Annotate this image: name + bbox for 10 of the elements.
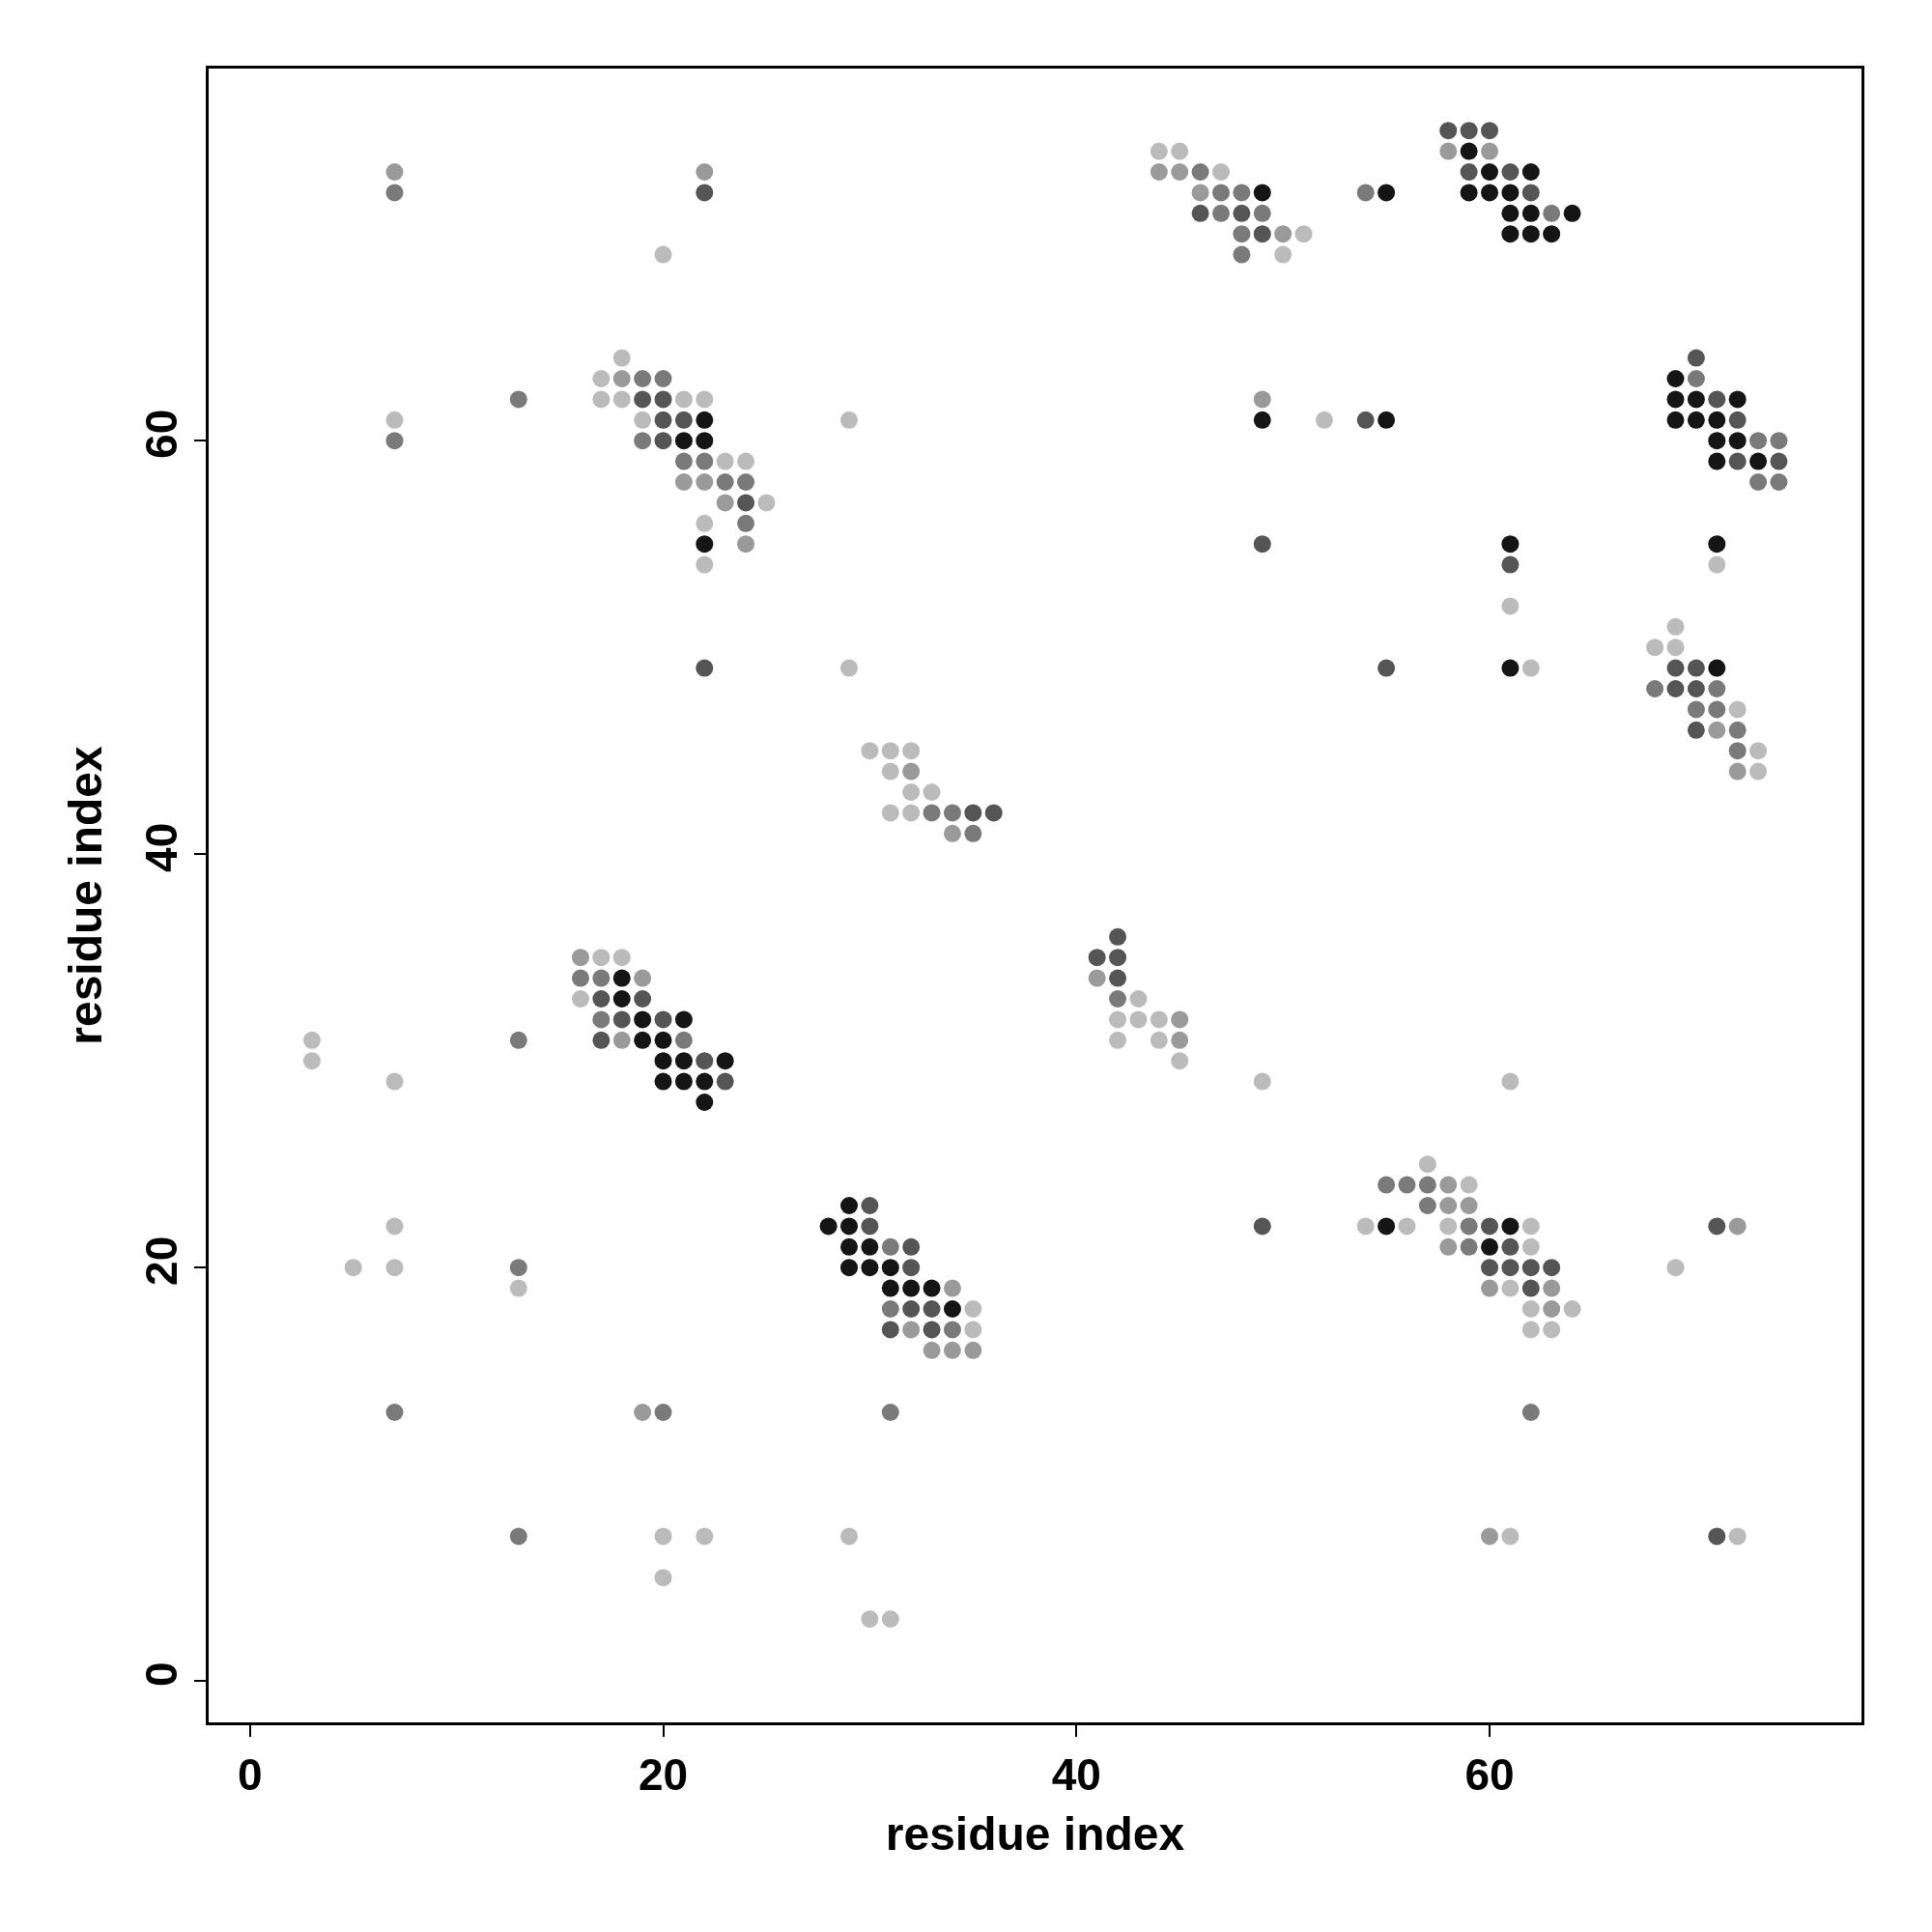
- x-tick-label: 0: [237, 1749, 263, 1801]
- y-tick-label: 20: [135, 1236, 186, 1286]
- y-tick-label: 60: [135, 409, 186, 459]
- y-axis-title: residue index: [60, 745, 112, 1045]
- x-tick-label: 20: [638, 1749, 689, 1801]
- x-axis-title: residue index: [885, 1808, 1185, 1861]
- y-tick-label: 40: [135, 822, 186, 872]
- y-tick-label: 0: [135, 1662, 186, 1688]
- x-tick-label: 60: [1464, 1749, 1515, 1801]
- x-tick-label: 40: [1051, 1749, 1101, 1801]
